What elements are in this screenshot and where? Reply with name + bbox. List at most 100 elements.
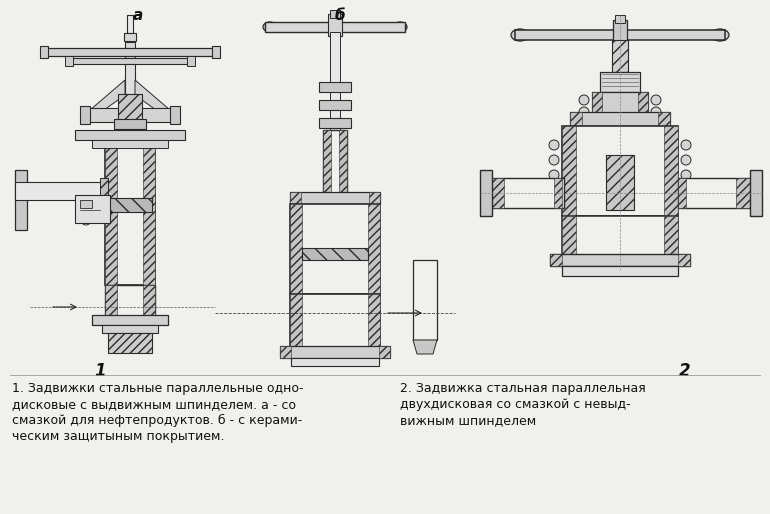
Circle shape: [681, 155, 691, 165]
Bar: [290, 204, 380, 294]
Bar: [319, 100, 351, 110]
Bar: [562, 216, 678, 256]
Circle shape: [81, 215, 91, 225]
Polygon shape: [369, 192, 380, 204]
Polygon shape: [290, 294, 302, 349]
Bar: [212, 46, 220, 58]
Bar: [750, 170, 762, 216]
Polygon shape: [143, 135, 155, 285]
Polygon shape: [290, 204, 302, 294]
Bar: [480, 170, 492, 216]
Polygon shape: [368, 294, 380, 349]
Polygon shape: [105, 285, 117, 320]
Polygon shape: [570, 112, 582, 126]
Bar: [92, 140, 168, 148]
Polygon shape: [105, 135, 117, 285]
Bar: [515, 30, 725, 40]
Bar: [592, 92, 648, 114]
Polygon shape: [562, 126, 576, 216]
Polygon shape: [562, 216, 576, 256]
Bar: [302, 248, 368, 260]
Bar: [290, 192, 380, 204]
Bar: [570, 112, 670, 126]
Bar: [291, 358, 379, 366]
Bar: [40, 46, 48, 58]
Bar: [290, 294, 380, 349]
Bar: [80, 200, 92, 208]
Polygon shape: [658, 112, 670, 126]
Polygon shape: [280, 346, 291, 358]
Polygon shape: [135, 80, 170, 120]
Text: двухдисковая со смазкой с невыд-: двухдисковая со смазкой с невыд-: [400, 398, 631, 411]
Polygon shape: [339, 130, 347, 195]
Bar: [612, 40, 628, 72]
Bar: [70, 58, 190, 64]
Text: смазкой для нефтепродуктов. б - с керами-: смазкой для нефтепродуктов. б - с керами…: [12, 414, 303, 427]
Polygon shape: [550, 254, 562, 266]
Bar: [330, 32, 340, 242]
Circle shape: [651, 95, 661, 105]
Circle shape: [681, 140, 691, 150]
Bar: [125, 64, 135, 94]
Ellipse shape: [263, 22, 277, 32]
Ellipse shape: [511, 29, 529, 41]
Polygon shape: [379, 346, 390, 358]
Bar: [490, 178, 564, 208]
Bar: [319, 118, 351, 128]
Text: дисковые с выдвижным шпинделем. а - со: дисковые с выдвижным шпинделем. а - со: [12, 398, 296, 411]
Polygon shape: [664, 126, 678, 216]
Bar: [550, 254, 690, 266]
Text: 1: 1: [94, 362, 105, 380]
Bar: [678, 178, 752, 208]
Circle shape: [549, 140, 559, 150]
Bar: [114, 119, 146, 129]
Bar: [323, 130, 347, 195]
Bar: [105, 285, 155, 320]
Circle shape: [579, 107, 589, 117]
Bar: [600, 72, 640, 92]
Bar: [606, 155, 634, 210]
Circle shape: [681, 170, 691, 180]
Bar: [615, 15, 625, 23]
Ellipse shape: [393, 22, 407, 32]
Bar: [125, 42, 135, 64]
Bar: [15, 170, 27, 230]
Bar: [613, 20, 627, 42]
Bar: [170, 106, 180, 124]
Bar: [100, 178, 108, 204]
Bar: [108, 198, 152, 212]
Bar: [92, 315, 168, 325]
Bar: [319, 82, 351, 92]
Bar: [65, 56, 73, 66]
Polygon shape: [143, 285, 155, 320]
Text: вижным шпинделем: вижным шпинделем: [400, 414, 536, 427]
Polygon shape: [664, 216, 678, 256]
Ellipse shape: [711, 29, 729, 41]
Bar: [105, 135, 155, 285]
Bar: [328, 14, 342, 36]
Polygon shape: [90, 80, 125, 120]
Bar: [127, 15, 133, 325]
Polygon shape: [368, 204, 380, 294]
Text: a: a: [133, 8, 143, 23]
Polygon shape: [554, 178, 562, 208]
Polygon shape: [678, 254, 690, 266]
Bar: [75, 195, 110, 223]
Polygon shape: [323, 130, 331, 195]
Bar: [187, 56, 195, 66]
Bar: [562, 126, 678, 216]
Bar: [108, 333, 152, 353]
Bar: [124, 33, 136, 41]
Circle shape: [579, 95, 589, 105]
Bar: [88, 108, 172, 122]
Text: б: б: [335, 8, 345, 23]
Bar: [75, 130, 185, 140]
Bar: [102, 325, 158, 333]
Polygon shape: [678, 178, 686, 208]
Bar: [265, 22, 405, 32]
Text: 2. Задвижка стальная параллельная: 2. Задвижка стальная параллельная: [400, 382, 646, 395]
Bar: [118, 94, 142, 122]
Bar: [45, 48, 215, 56]
Text: ческим защитыным покрытием.: ческим защитыным покрытием.: [12, 430, 225, 443]
Bar: [562, 266, 678, 276]
